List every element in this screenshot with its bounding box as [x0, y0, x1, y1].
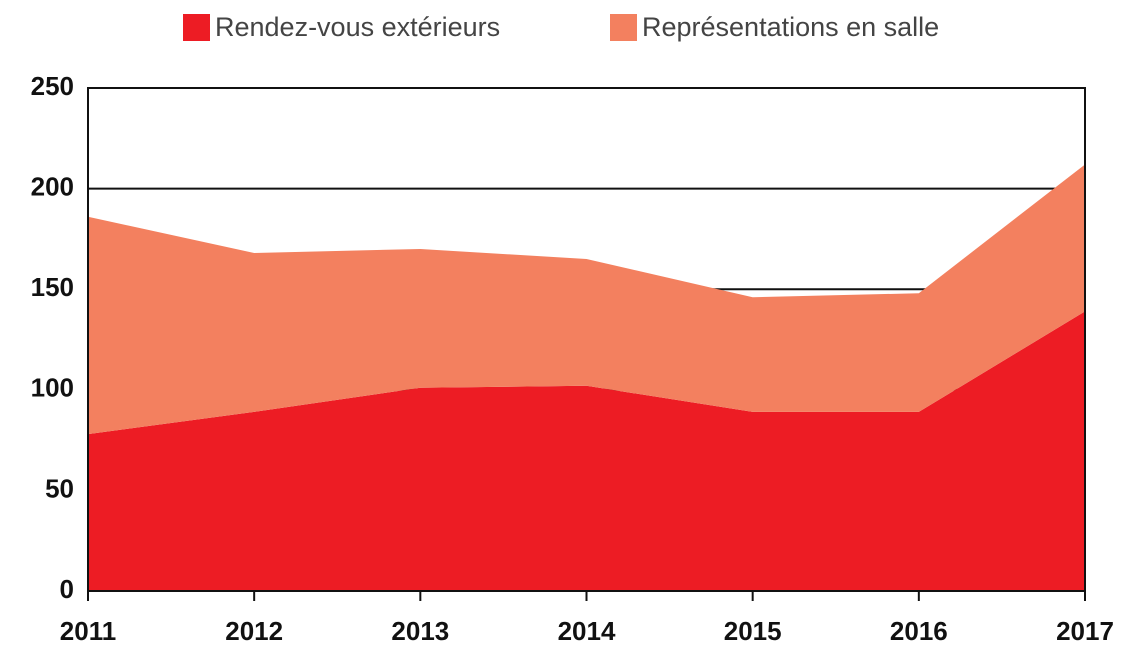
area — [88, 164, 1085, 435]
y-tick-label: 150 — [31, 272, 74, 302]
legend-label: Rendez-vous extérieurs — [215, 12, 500, 42]
legend-swatch — [610, 14, 637, 41]
y-tick-label: 50 — [45, 473, 74, 503]
x-tick-label: 2017 — [1056, 616, 1114, 646]
legend-label: Représentations en salle — [642, 12, 939, 42]
x-tick-label: 2014 — [558, 616, 616, 646]
y-tick-label: 200 — [31, 171, 74, 201]
area — [88, 311, 1085, 591]
y-tick-label: 0 — [60, 574, 74, 604]
x-tick-label: 2016 — [890, 616, 948, 646]
x-tick-label: 2011 — [60, 616, 116, 646]
x-tick-label: 2013 — [391, 616, 449, 646]
legend-swatch — [183, 14, 210, 41]
y-tick-label: 250 — [31, 71, 74, 101]
y-tick-label: 100 — [31, 373, 74, 403]
x-tick-label: 2012 — [225, 616, 283, 646]
x-tick-label: 2015 — [724, 616, 782, 646]
